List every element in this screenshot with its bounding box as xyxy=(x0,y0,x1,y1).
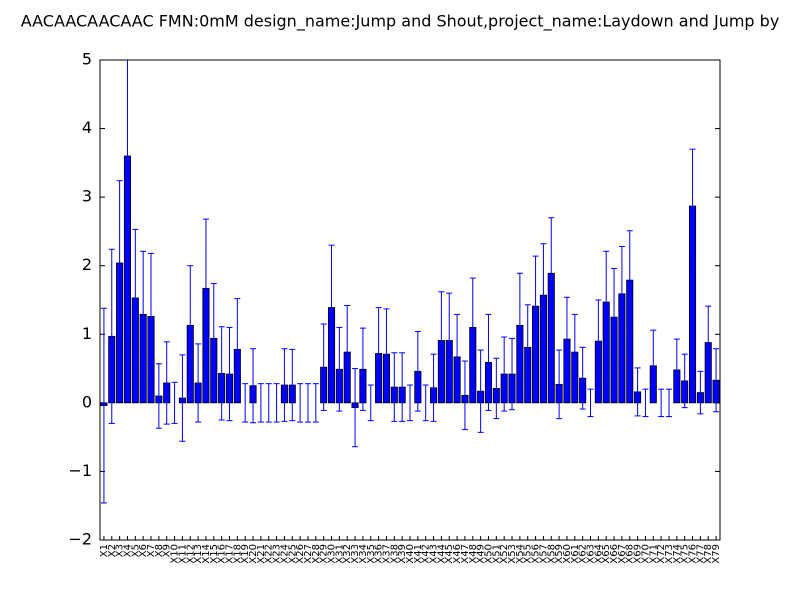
x-tick-label: X3 xyxy=(115,544,126,557)
x-tick-label: X8 xyxy=(154,544,165,557)
x-tick-label: X40 xyxy=(405,544,416,564)
x-tick-label: X58 xyxy=(546,544,557,564)
x-tick-label: X23 xyxy=(272,544,283,564)
x-tick-label: X16 xyxy=(217,544,228,564)
x-tick-label: X54 xyxy=(515,544,526,564)
y-tick-label: −2 xyxy=(68,530,92,549)
x-tick-label: X18 xyxy=(232,544,243,564)
x-tick-label: X19 xyxy=(240,544,251,564)
y-tick-label: 4 xyxy=(82,118,92,137)
x-tick-label: X49 xyxy=(476,544,487,564)
x-tick-label: X75 xyxy=(680,544,691,564)
x-tick-label: X35 xyxy=(366,544,377,564)
x-tick-label: X41 xyxy=(413,544,424,564)
x-tick-label: X77 xyxy=(695,544,706,564)
x-tick-label: X66 xyxy=(609,544,620,564)
x-tick-label: X1 xyxy=(99,544,110,557)
x-tick-label: X14 xyxy=(201,544,212,564)
x-tick-label: X33 xyxy=(350,544,361,564)
x-tick-label: X72 xyxy=(656,544,667,564)
x-tick-label: X45 xyxy=(444,544,455,564)
x-tick-label: X37 xyxy=(381,544,392,564)
y-tick-label: 5 xyxy=(82,50,92,69)
x-tick-label: X5 xyxy=(130,544,141,557)
x-tick-label: X56 xyxy=(531,544,542,564)
x-tick-label: X74 xyxy=(672,544,683,564)
x-tick-label: X44 xyxy=(436,544,447,564)
x-tick-label: X78 xyxy=(703,544,714,564)
x-tick-label: X6 xyxy=(138,544,149,557)
x-tick-label: X63 xyxy=(586,544,597,564)
x-tick-label: X48 xyxy=(468,544,479,564)
x-tick-label: X60 xyxy=(562,544,573,564)
x-tick-label: X43 xyxy=(429,544,440,564)
y-tick-label: 1 xyxy=(82,324,92,343)
x-tick-label: X70 xyxy=(640,544,651,564)
x-tick-label: X64 xyxy=(593,544,604,564)
x-tick-label: X9 xyxy=(162,544,173,557)
x-tick-label: X46 xyxy=(452,544,463,564)
x-tick-label: X65 xyxy=(601,544,612,564)
x-tick-label: X51 xyxy=(491,544,502,564)
x-tick-label: X71 xyxy=(648,544,659,564)
x-tick-label: X4 xyxy=(122,544,133,557)
x-tick-label: X42 xyxy=(421,544,432,564)
x-tick-label: X20 xyxy=(248,544,259,564)
x-tick-label: X27 xyxy=(303,544,314,564)
x-tick-label: X32 xyxy=(342,544,353,564)
x-tick-label: X57 xyxy=(538,544,549,564)
x-tick-label: X59 xyxy=(554,544,565,564)
x-tick-label: X10 xyxy=(170,544,181,564)
x-tick-label: X67 xyxy=(617,544,628,564)
x-tick-label: X28 xyxy=(311,544,322,564)
x-tick-label: X34 xyxy=(358,544,369,564)
plot-frame xyxy=(99,59,721,541)
x-tick-label: X52 xyxy=(499,544,510,564)
x-tick-label: X30 xyxy=(327,544,338,564)
x-tick-label: X36 xyxy=(374,544,385,564)
x-tick-label: X22 xyxy=(264,544,275,564)
x-tick-label: X50 xyxy=(483,544,494,564)
x-tick-label: X7 xyxy=(146,544,157,557)
x-tick-label: X26 xyxy=(295,544,306,564)
x-tick-label: X13 xyxy=(193,544,204,564)
x-tick-label: X15 xyxy=(209,544,220,564)
x-tick-label: X12 xyxy=(185,544,196,564)
y-tick-label: 0 xyxy=(82,392,92,411)
x-tick-label: X47 xyxy=(460,544,471,564)
x-tick-label: X17 xyxy=(224,544,235,564)
y-tick-label: 2 xyxy=(82,255,92,274)
x-tick-label: X62 xyxy=(578,544,589,564)
y-tick-label: 3 xyxy=(82,187,92,206)
x-tick-label: X69 xyxy=(633,544,644,564)
x-tick-label: X38 xyxy=(389,544,400,564)
x-tick-label: X53 xyxy=(507,544,518,564)
chart-title: AACAACAACAAC FMN:0mM design_name:Jump an… xyxy=(21,12,780,32)
x-tick-label: X31 xyxy=(334,544,345,564)
x-tick-label: X2 xyxy=(107,544,118,557)
y-tick-label: −1 xyxy=(68,461,92,480)
x-tick-label: X55 xyxy=(523,544,534,564)
x-tick-label: X11 xyxy=(177,544,188,564)
x-tick-label: X61 xyxy=(570,544,581,564)
x-tick-label: X25 xyxy=(287,544,298,564)
x-tick-label: X39 xyxy=(397,544,408,564)
x-tick-label: X24 xyxy=(279,544,290,564)
x-tick-label: X76 xyxy=(688,544,699,564)
x-tick-label: X21 xyxy=(256,544,267,564)
x-tick-label: X29 xyxy=(319,544,330,564)
x-tick-label: X68 xyxy=(625,544,636,564)
x-tick-label: X79 xyxy=(711,544,722,564)
x-tick-label: X73 xyxy=(664,544,675,564)
